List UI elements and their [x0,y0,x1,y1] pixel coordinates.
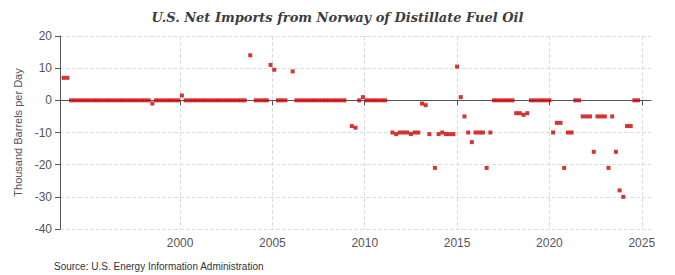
svg-text:2010: 2010 [351,236,378,250]
svg-text:0: 0 [45,93,52,107]
svg-text:-40: -40 [35,222,53,236]
svg-text:U.S. Net Imports from Norway o: U.S. Net Imports from Norway of Distilla… [152,10,524,25]
svg-text:-20: -20 [35,158,53,172]
svg-text:2005: 2005 [259,236,286,250]
svg-text:Thousand Barrels per Day: Thousand Barrels per Day [12,68,24,197]
svg-text:Source: U.S. Energy Informatio: Source: U.S. Energy Information Administ… [54,261,264,272]
svg-text:2025: 2025 [628,236,655,250]
svg-text:-10: -10 [35,126,53,140]
svg-text:2000: 2000 [167,236,194,250]
svg-text:2015: 2015 [444,236,471,250]
svg-text:2020: 2020 [536,236,563,250]
svg-text:10: 10 [39,61,53,75]
svg-text:-30: -30 [35,190,53,204]
svg-text:20: 20 [39,29,53,43]
